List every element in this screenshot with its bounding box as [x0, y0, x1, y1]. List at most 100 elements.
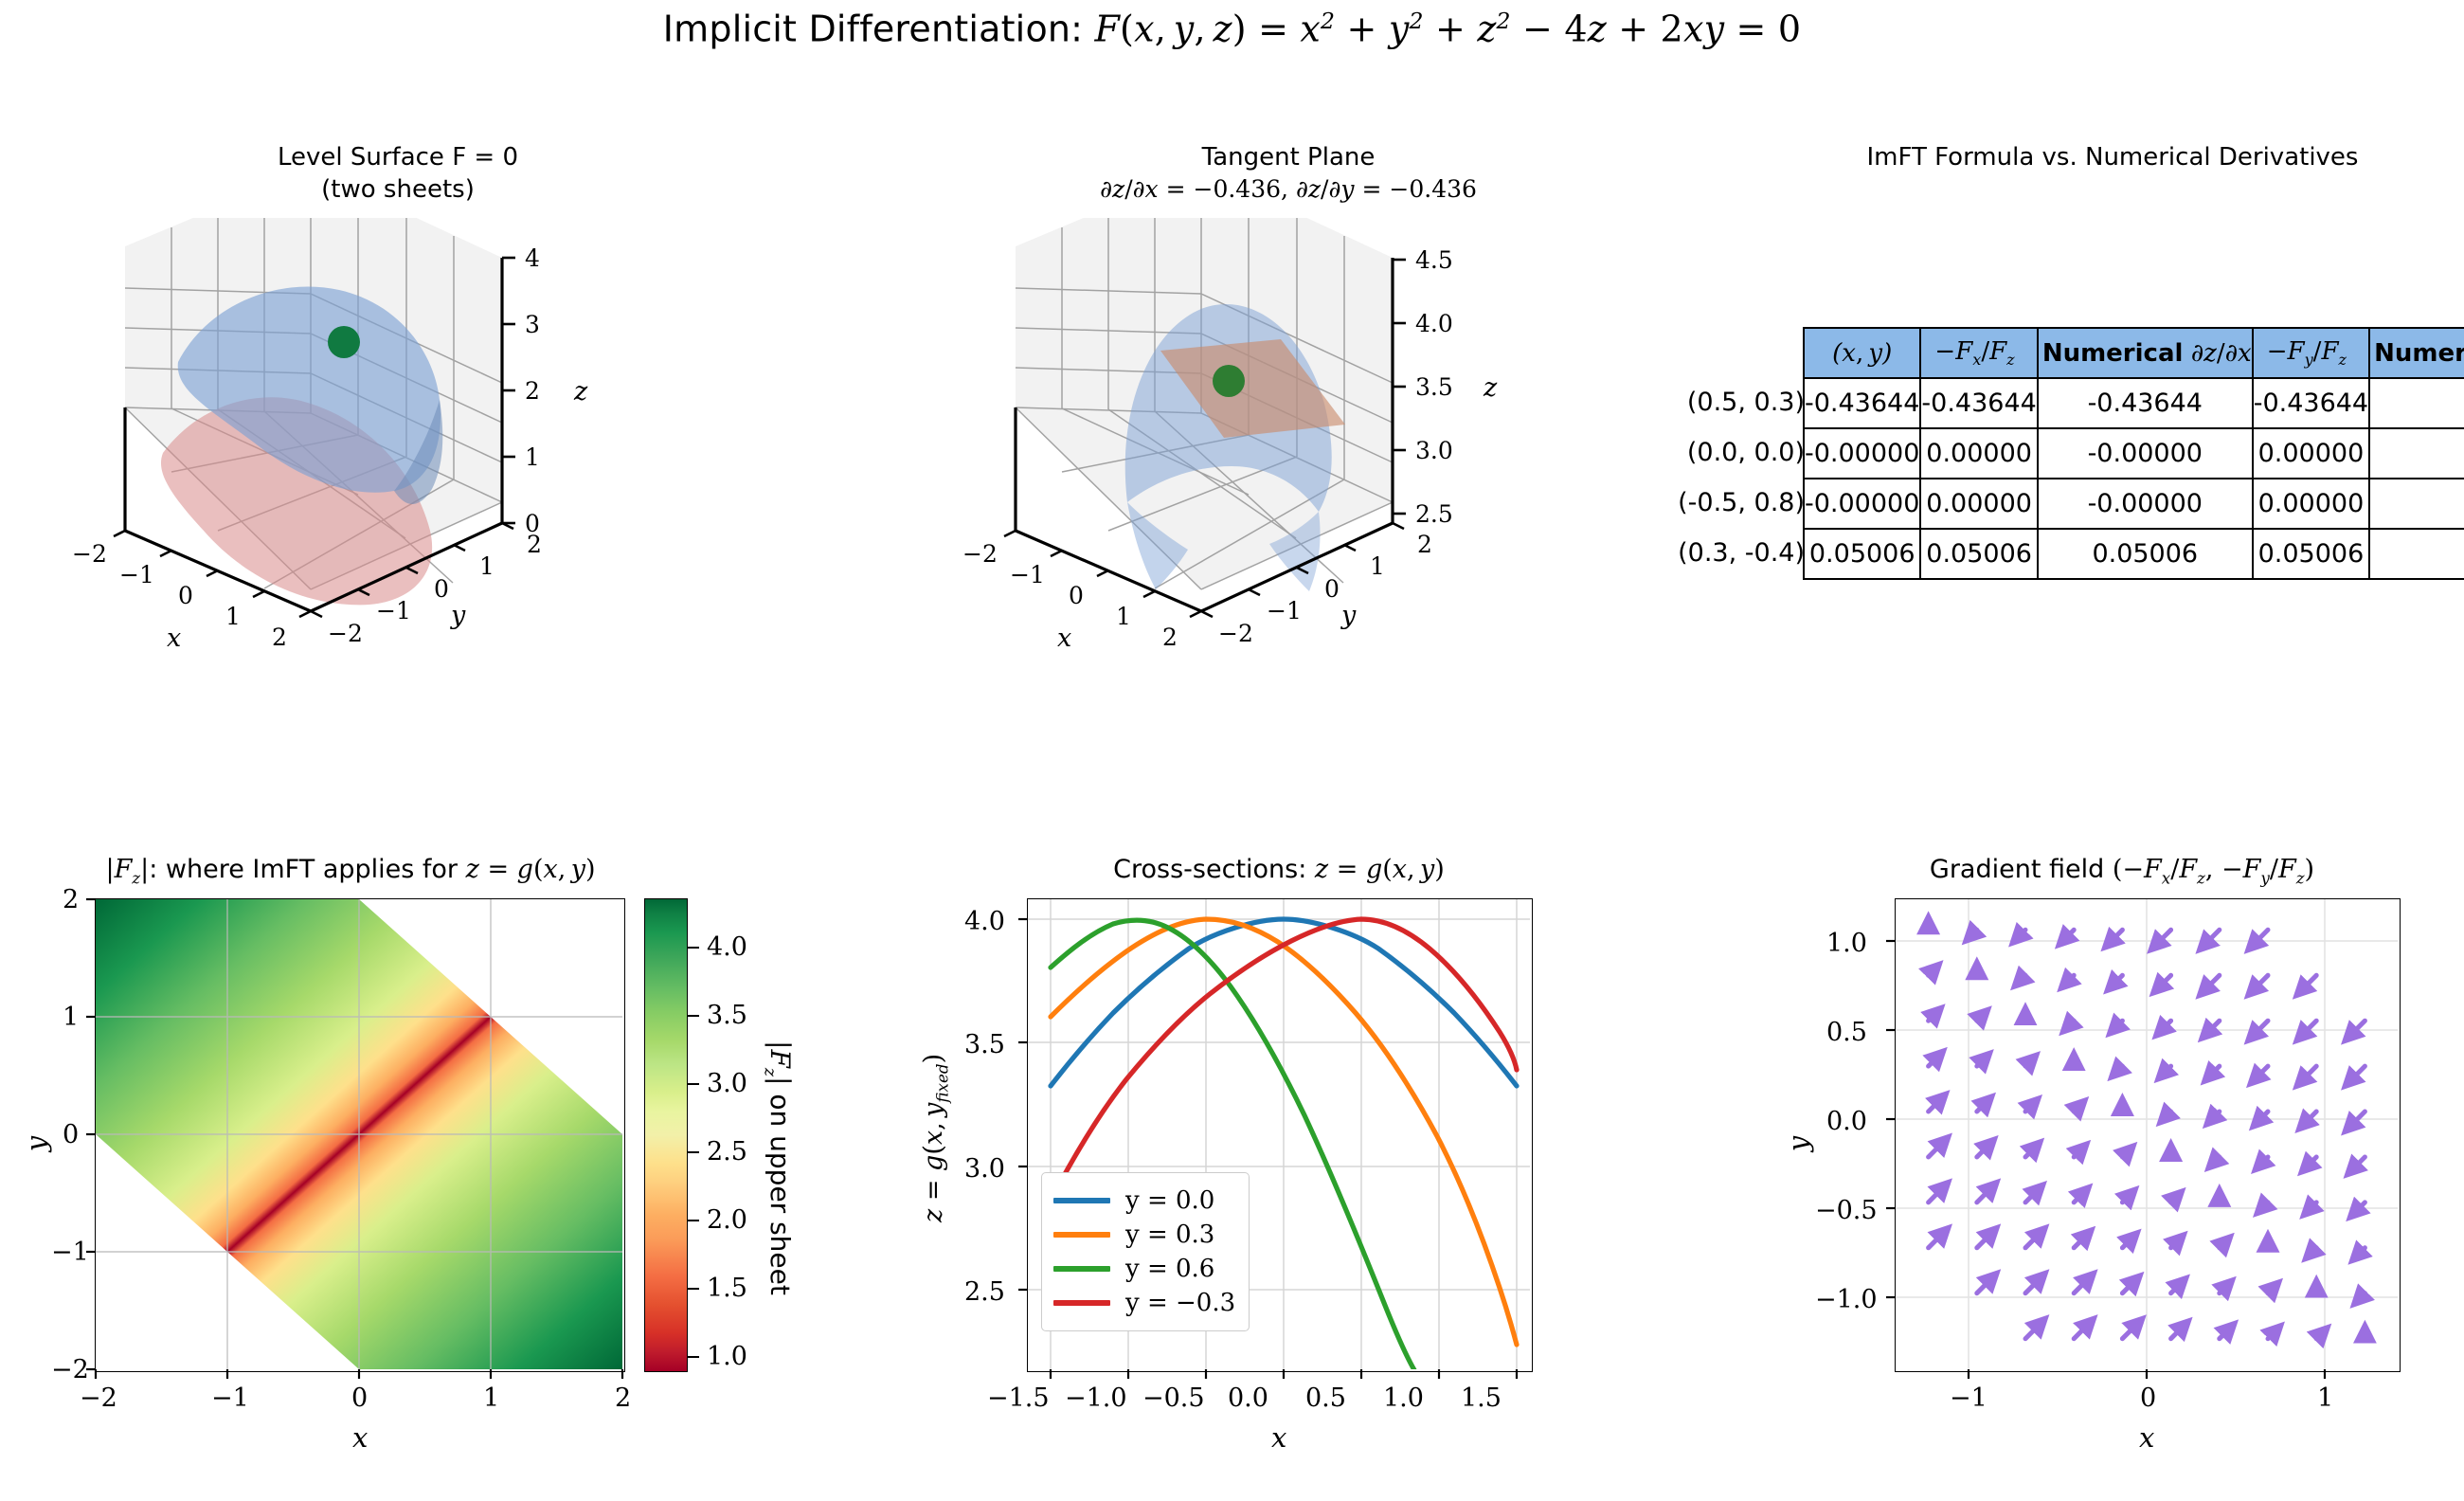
tp-xlabel: x [1057, 624, 1072, 653]
hm-ytick-1: −1 [51, 1238, 89, 1267]
legend-item-2: y = 0.6 [1053, 1252, 1235, 1286]
tp-ytick-4: 2 [1417, 531, 1432, 558]
legend-label-1: y = 0.3 [1125, 1221, 1215, 1249]
gradient-arrow [1926, 1178, 1952, 1205]
gradient-arrow [2195, 972, 2222, 1000]
gradient-arrow [2019, 1137, 2045, 1164]
gradient-arrow [2067, 1183, 2094, 1209]
ls-ytick-1: −1 [376, 597, 411, 624]
gradient-arrow [2347, 1239, 2373, 1265]
gradient-arrow [2054, 924, 2080, 949]
gradient-arrow [1918, 960, 1944, 986]
gradient-arrow [2161, 1186, 2186, 1213]
gf-ytick-3: 0.5 [1826, 1018, 1867, 1047]
legend-label-0: y = 0.0 [1125, 1186, 1215, 1215]
gradient-arrow [2349, 1283, 2375, 1309]
hm-xtick-3: 1 [483, 1383, 500, 1413]
gradient-arrow [2113, 1185, 2140, 1211]
ls-xlabel: x [167, 624, 182, 653]
colorbar-ticks [688, 947, 699, 1358]
gradient-arrow [2065, 1139, 2092, 1166]
gf-ytick-2: 0.0 [1826, 1107, 1867, 1136]
cell-r3c0: 0.05006 [1802, 528, 1922, 580]
header-numerical-dzdx: Numerical ∂z/∂x [2041, 338, 2252, 368]
cb-tick-5: 3.5 [707, 1001, 747, 1030]
tp-ztick-2: 3.5 [1415, 373, 1453, 401]
header-fy-fz: −Fy/Fz [2266, 336, 2347, 370]
legend-item-0: y = 0.0 [1053, 1184, 1235, 1218]
gradient-arrow [1974, 1269, 2002, 1296]
tp-xtick-0: −2 [962, 540, 998, 568]
gradient-arrow [2112, 1141, 2138, 1167]
gradient-arrow [2341, 1063, 2367, 1091]
cs-xtick-4: 0.5 [1305, 1383, 1346, 1413]
cell-r1c0: -0.00000 [1802, 427, 1922, 479]
table-title: ImFT Formula vs. Numerical Derivatives [1866, 143, 2359, 172]
gradient-arrow [1922, 1046, 1948, 1073]
cell-r2c0: -0.00000 [1802, 478, 1922, 530]
tp-ytick-0: −2 [1218, 620, 1253, 647]
panel-tangent-plane: Tangent Plane ∂z/∂x = −0.436, ∂z/∂y = −0… [947, 133, 1629, 758]
panel-heatmap: |Fz|: where ImFT applies for z = g(x, y) [20, 853, 815, 1454]
heatmap-image [96, 899, 622, 1369]
gradient-arrow [1970, 1092, 1996, 1118]
cs-xlabel: x [1271, 1421, 1287, 1454]
gradient-arrow [2107, 1056, 2132, 1082]
legend-swatch-0 [1053, 1198, 1110, 1203]
ls-xtick-3: 1 [225, 603, 241, 630]
tangent-plane-svg [1003, 169, 1406, 619]
panel-gradient-field: Gradient field (−Fx/Fz, −Fy/Fz) [1781, 853, 2463, 1454]
gf-xlabel: x [2139, 1421, 2155, 1454]
gradient-arrow [2071, 1269, 2098, 1296]
gradient-arrow [2195, 927, 2222, 954]
gradient-arrow [2023, 1314, 2050, 1342]
heatmap-title: |Fz|: where ImFT applies for z = g(x, y) [105, 855, 596, 888]
table-row: (0.5, 0.3) -0.43644 -0.43644 -0.43644 -0… [1687, 377, 2464, 429]
gradient-arrow [2163, 1230, 2188, 1257]
gradient-arrow [2297, 1150, 2323, 1177]
ls-ytick-2: 0 [434, 575, 449, 603]
colorbar-label: |Fz| on upper sheet [760, 1040, 796, 1295]
gradient-arrow [1926, 1223, 1952, 1251]
gradient-arrow [1973, 1134, 1999, 1161]
gradient-arrow [2105, 1012, 2131, 1039]
ls-ytick-4: 2 [527, 531, 542, 558]
gradient-arrow [2071, 1314, 2098, 1342]
tangent-plane-title: Tangent Plane ∂z/∂x = −0.436, ∂z/∂y = −0… [947, 142, 1629, 205]
table-row: (0.3, -0.4) 0.05006 0.05006 0.05006 0.05… [1678, 528, 2464, 580]
gradient-arrow [2103, 968, 2129, 995]
tp-ytick-2: 0 [1324, 575, 1340, 603]
heatmap-axes [86, 897, 625, 1379]
gradient-arrow [2118, 1271, 2145, 1297]
cs-xtick-6: 1.5 [1461, 1383, 1502, 1413]
cs-xtick-2: −0.5 [1142, 1383, 1205, 1413]
gradient-arrow [1967, 1005, 1992, 1031]
cell-r1c4 [2368, 427, 2464, 479]
cell-r3c4 [2368, 528, 2464, 580]
gradient-arrow [1920, 1004, 1946, 1029]
cell-r2c1: 0.00000 [1919, 478, 2039, 530]
gradient-arrow [2243, 972, 2271, 1000]
hm-ylabel: y [20, 1135, 53, 1152]
gradient-arrow [2292, 972, 2319, 1000]
legend-item-3: y = −0.3 [1053, 1286, 1235, 1320]
cb-tick-0: 1.0 [707, 1342, 747, 1371]
gradient-arrow [1974, 1178, 2002, 1205]
colorbar-gradient [644, 898, 688, 1372]
tangent-plane-axes3d: −2 −1 0 1 2 x −2 −1 0 1 2 y 2.5 3.0 3.5 … [947, 169, 1629, 758]
cell-r1c1: 0.00000 [1919, 427, 2039, 479]
tp-xtick-2: 0 [1069, 582, 1084, 609]
gradient-arrow [2292, 1018, 2319, 1045]
gradient-arrow [2341, 1109, 2367, 1136]
ls-ztick-1: 1 [525, 443, 540, 471]
gradient-arrow [2213, 1319, 2239, 1345]
gradient-arrow [1926, 1132, 1952, 1160]
gradient-arrow [2259, 1321, 2285, 1347]
ls-ztick-4: 4 [525, 244, 540, 272]
gradient-arrow [2209, 1232, 2235, 1258]
tp-ytick-3: 1 [1370, 552, 1385, 580]
row-label-2: (-0.5, 0.8) [1678, 488, 1805, 517]
hm-xtick-1: −1 [211, 1383, 249, 1413]
cross-sections-svg [1028, 899, 1530, 1369]
cb-tick-3: 2.5 [707, 1137, 747, 1166]
